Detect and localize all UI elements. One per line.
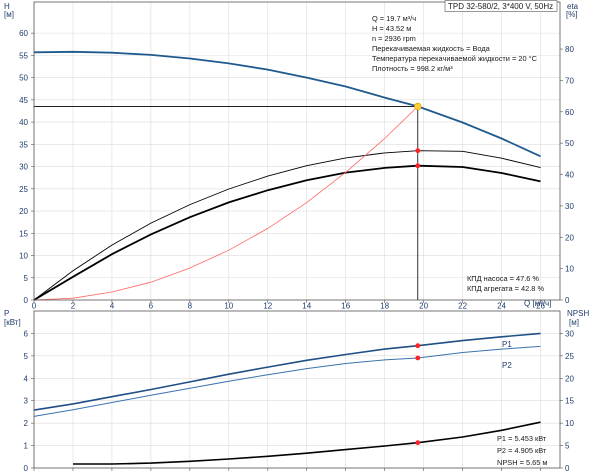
eta-axis-name: eta — [567, 2, 579, 11]
p1-legend-label: P1 — [502, 340, 512, 349]
info-flow: Q = 19.7 м³/ч — [372, 14, 416, 23]
system-curve — [33, 106, 419, 301]
y-tick-label: 1 — [24, 442, 29, 451]
x-tick-label: 0 — [32, 302, 37, 311]
unit-efficiency-text: КПД агрегата = 42.8 % — [467, 284, 544, 293]
p1-marker — [415, 343, 421, 349]
y-tick-label: 0 — [24, 464, 29, 473]
y-tick-label: 45 — [19, 96, 28, 105]
y2-tick-label: 60 — [565, 108, 574, 117]
curves — [33, 50, 541, 465]
info-head: H = 43.52 м — [372, 24, 411, 33]
y2-tick-label: 15 — [565, 397, 574, 406]
y-tick-label: 60 — [19, 29, 28, 38]
x-tick-label: 18 — [380, 302, 389, 311]
y-tick-label: 25 — [19, 185, 28, 194]
x-tick-label: 14 — [302, 302, 311, 311]
y-tick-label: 4 — [24, 374, 29, 383]
info-density: Плотность = 998.2 кг/м³ — [372, 64, 453, 73]
y2-tick-label: 25 — [565, 352, 574, 361]
unit-efficiency-curve — [33, 164, 541, 301]
x-tick-label: 24 — [497, 302, 506, 311]
head-curve — [33, 50, 541, 158]
y2-tick-label: 20 — [565, 233, 574, 242]
axis-ticks — [31, 32, 563, 471]
y-tick-label: 5 — [24, 274, 29, 283]
efficiency-marker — [415, 163, 421, 169]
npsh-curve — [73, 421, 541, 465]
info-speed: n = 2936 rpm — [372, 34, 416, 43]
npsh-value-text: NPSH = 5.65 м — [497, 458, 547, 467]
y2-tick-label: 50 — [565, 139, 574, 148]
y2-tick-label: 80 — [565, 45, 574, 54]
y-tick-label: 20 — [19, 207, 28, 216]
x-tick-label: 20 — [419, 302, 428, 311]
top-plot-frame — [33, 1, 561, 301]
efficiency-box: КПД насоса = 47.6 % КПД агрегата = 42.8 … — [467, 274, 544, 293]
y2-tick-label: 0 — [565, 464, 570, 473]
x-tick-label: 16 — [341, 302, 350, 311]
y-tick-label: 50 — [19, 74, 28, 83]
x-tick-label: 2 — [71, 302, 76, 311]
y-tick-label: 5 — [24, 352, 29, 361]
y-tick-label: 30 — [19, 163, 28, 172]
bottom-plot-frame — [33, 310, 561, 469]
y2-axis-unit: [м] — [569, 318, 579, 327]
y-tick-label: 40 — [19, 118, 28, 127]
p1-value-text: P1 = 5.453 кВт — [497, 434, 547, 443]
eta-axis-unit: [%] — [566, 10, 578, 19]
y-tick-label: 10 — [19, 252, 28, 261]
y-axis-unit: [кВт] — [4, 318, 21, 327]
y2-tick-label: 10 — [565, 419, 574, 428]
pump-efficiency-text: КПД насоса = 47.6 % — [467, 274, 539, 283]
npsh-marker — [415, 440, 421, 446]
p1-curve — [33, 332, 541, 411]
y2-tick-label: 20 — [565, 374, 574, 383]
x-tick-label: 8 — [188, 302, 193, 311]
x-tick-label: 22 — [458, 302, 467, 311]
efficiency-marker — [415, 148, 421, 154]
p2-value-text: P2 = 4.905 кВт — [497, 446, 547, 455]
plot-frames — [33, 1, 561, 469]
y-axis-label: H — [4, 2, 10, 11]
y2-tick-label: 70 — [565, 76, 574, 85]
y-tick-label: 6 — [24, 329, 29, 338]
y-axis-unit: [м] — [4, 10, 14, 19]
x-tick-label: 4 — [110, 302, 115, 311]
x-tick-label: 10 — [224, 302, 233, 311]
x-tick-label: 12 — [263, 302, 272, 311]
y2-tick-label: 0 — [565, 296, 570, 305]
title-box — [444, 0, 558, 12]
p2-marker — [415, 355, 421, 361]
y-tick-label: 3 — [24, 397, 29, 406]
info-temperature: Температура перекачиваемой жидкости = 20… — [372, 54, 538, 63]
p2-legend-label: P2 — [502, 361, 512, 370]
y2-tick-label: 30 — [565, 202, 574, 211]
y2-tick-label: 30 — [565, 329, 574, 338]
duty-info-box: Q = 19.7 м³/ч H = 43.52 м n = 2936 rpm П… — [372, 14, 538, 73]
x-tick-label: 26 — [536, 302, 545, 311]
y-tick-label: 55 — [19, 51, 28, 60]
y-tick-label: 15 — [19, 229, 28, 238]
duty-point-marker — [414, 102, 422, 111]
grid-lines — [33, 2, 560, 469]
x-axis-label: Q [м³/ч] — [524, 299, 551, 308]
y-tick-label: 0 — [24, 296, 29, 305]
chart-title: TPD 32-580/2, 3*400 V, 50Hz — [448, 2, 553, 11]
y-tick-label: 35 — [19, 140, 28, 149]
y2-axis-label: NPSH — [567, 309, 589, 318]
y-tick-label: 2 — [24, 419, 29, 428]
y2-tick-label: 10 — [565, 265, 574, 274]
axis-labels: 0 2 4 6 8 10 12 14 16 18 20 22 24 2605101520253035404… — [4, 2, 589, 473]
y2-tick-label: 5 — [565, 442, 570, 451]
info-liquid: Перекачиваемая жидкость = Вода — [372, 44, 491, 53]
y-axis-label: P — [4, 309, 9, 318]
p2-curve — [33, 345, 541, 417]
power-box: P1 = 5.453 кВт P2 = 4.905 кВт NPSH = 5.6… — [497, 434, 547, 467]
y2-tick-label: 40 — [565, 171, 574, 180]
pump-efficiency-curve — [33, 150, 541, 301]
x-tick-label: 6 — [149, 302, 154, 311]
